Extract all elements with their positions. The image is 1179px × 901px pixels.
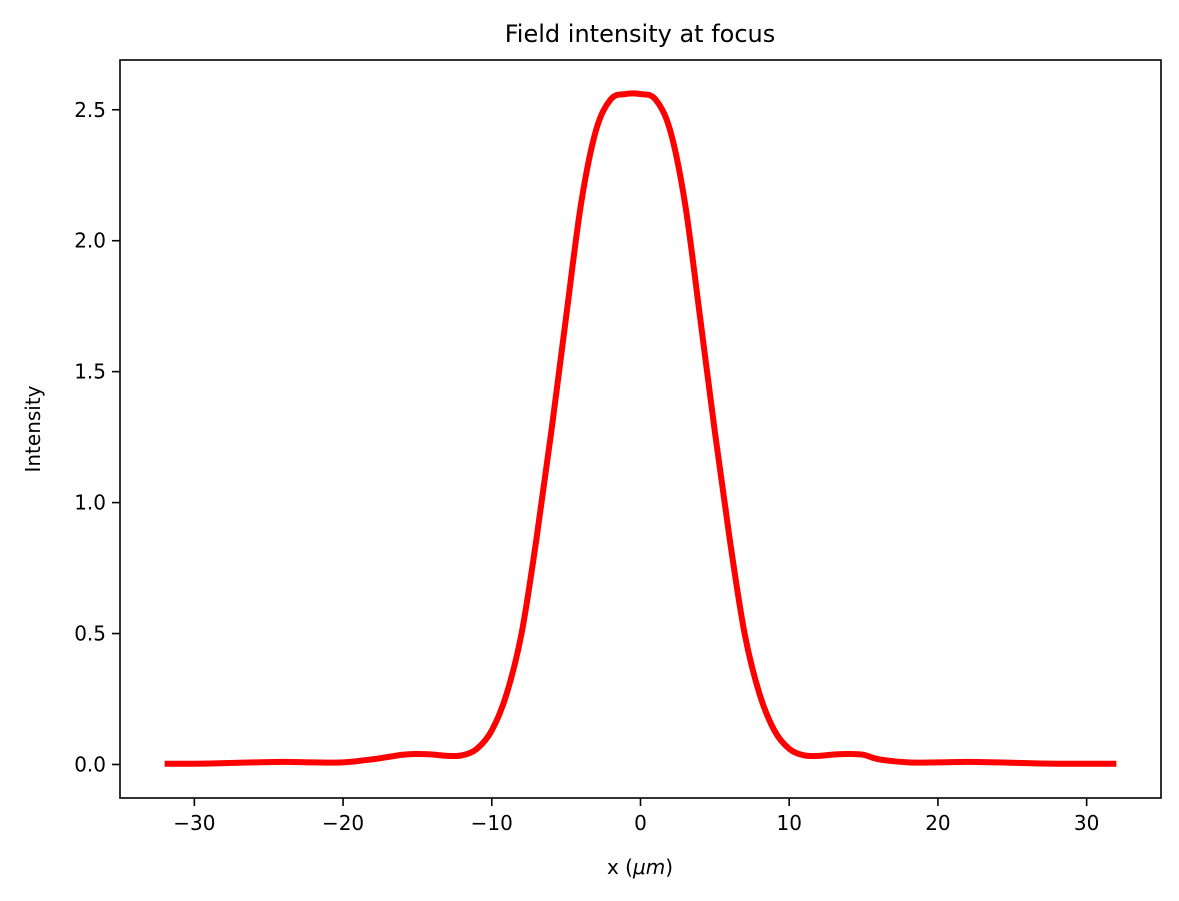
x-axis-label-prefix: x ( <box>607 855 633 879</box>
x-tick-label: −10 <box>471 811 513 835</box>
x-axis-label-suffix: ) <box>665 855 673 879</box>
y-tick-label: 0.0 <box>74 752 106 776</box>
y-tick-label: 0.5 <box>74 622 106 646</box>
y-axis-label: Intensity <box>21 385 45 472</box>
series-layer <box>164 90 1117 767</box>
y-tick-label: 2.0 <box>74 229 106 253</box>
x-axis-label-unit: μm <box>632 855 665 879</box>
plot-frame <box>119 59 1162 799</box>
chart-title: Field intensity at focus <box>505 20 776 48</box>
plot-area <box>119 59 1162 799</box>
x-tick-label: 0 <box>634 811 647 835</box>
x-tick-label: −20 <box>322 811 364 835</box>
y-tick-label: 2.5 <box>74 98 106 122</box>
x-tick-label: −30 <box>173 811 215 835</box>
x-tick-label: 10 <box>776 811 801 835</box>
y-tick-label: 1.0 <box>74 491 106 515</box>
series-line-0 <box>164 90 1117 767</box>
y-axis-ticks: 0.0 0.5 1.0 1.5 2.0 2.5 <box>74 98 120 776</box>
x-tick-label: 20 <box>925 811 950 835</box>
y-tick-label: 1.5 <box>74 360 106 384</box>
x-axis-ticks: −30 −20 −10 0 10 20 30 <box>173 798 1099 835</box>
x-tick-label: 30 <box>1074 811 1099 835</box>
x-axis-label: x (μm) <box>607 855 673 879</box>
